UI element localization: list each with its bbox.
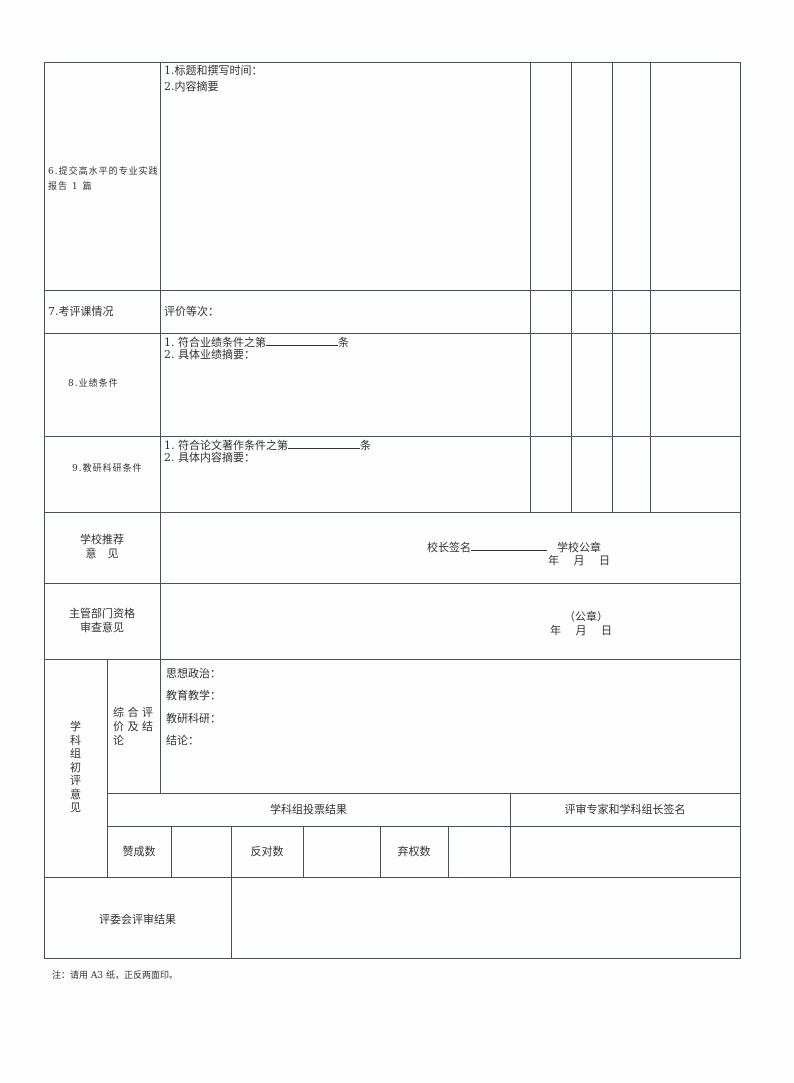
row6-label-1: 6.提交高水平的专业实践 bbox=[48, 167, 159, 177]
row7-content: 评价等次： bbox=[164, 305, 219, 318]
col-divider bbox=[612, 62, 613, 512]
row7-label: 7.考评课情况 bbox=[48, 305, 114, 318]
row8-item1: 1. 符合业绩条件之第 bbox=[164, 336, 266, 349]
footnote: 注：请用 A3 纸，正反两面印。 bbox=[52, 971, 178, 981]
table-border-left bbox=[44, 62, 45, 959]
row-divider bbox=[44, 436, 741, 437]
group-sublabel-3: 论 bbox=[113, 734, 124, 747]
col-divider bbox=[171, 826, 172, 877]
vote-header: 学科组投票结果 bbox=[270, 803, 347, 816]
school-label-1: 学校推荐 bbox=[80, 533, 124, 546]
row6-item2: 2.内容摘要 bbox=[164, 80, 219, 93]
row-divider bbox=[44, 512, 741, 513]
col-divider bbox=[107, 659, 108, 877]
oppose-label: 反对数 bbox=[250, 845, 284, 858]
col-divider bbox=[448, 826, 449, 877]
row6-item1: 1.标题和撰写时间： bbox=[164, 64, 263, 77]
eval-politics: 思想政治： bbox=[166, 667, 221, 680]
row9-item2: 2. 具体内容摘要： bbox=[164, 451, 255, 464]
row-divider bbox=[44, 333, 741, 334]
table-border-right bbox=[740, 62, 741, 959]
approve-label: 赞成数 bbox=[122, 845, 156, 858]
dept-seal: （公章） bbox=[564, 610, 608, 623]
row9-label: 9.教研科研条件 bbox=[72, 464, 143, 474]
row-divider bbox=[107, 793, 741, 794]
group-label: 学科组初评意见 bbox=[70, 720, 81, 814]
school-date: 年 月 日 bbox=[548, 554, 610, 567]
group-sublabel-2: 价 及 结 bbox=[113, 720, 153, 733]
principal-signature-field[interactable] bbox=[471, 540, 547, 551]
col-divider bbox=[530, 62, 531, 512]
table-border-bottom bbox=[44, 958, 741, 959]
school-seal-label: 学校公章 bbox=[557, 541, 601, 554]
row8-item1-suffix: 条 bbox=[338, 336, 349, 349]
row-divider bbox=[44, 583, 741, 584]
row9-item1: 1. 符合论文著作条件之第 bbox=[164, 439, 288, 452]
row8-item2: 2. 具体业绩摘要： bbox=[164, 348, 255, 361]
col-divider bbox=[571, 62, 572, 512]
dept-label-1: 主管部门资格 bbox=[69, 607, 135, 620]
row8-blank[interactable] bbox=[266, 335, 338, 346]
principal-signature-label: 校长签名 bbox=[427, 541, 471, 554]
row9-blank[interactable] bbox=[288, 438, 360, 449]
col-divider bbox=[650, 62, 651, 512]
eval-teaching: 教育教学： bbox=[166, 689, 221, 702]
col-divider bbox=[231, 826, 232, 958]
eval-research: 教研科研： bbox=[166, 712, 221, 725]
row-divider bbox=[44, 877, 741, 878]
col-divider bbox=[380, 826, 381, 877]
col-divider bbox=[303, 826, 304, 877]
row-divider bbox=[44, 659, 741, 660]
col-divider bbox=[160, 62, 161, 794]
sign-header: 评审专家和学科组长签名 bbox=[564, 803, 686, 816]
dept-label-2: 审查意见 bbox=[80, 621, 124, 634]
abstain-label: 弃权数 bbox=[397, 845, 431, 858]
dept-date: 年 月 日 bbox=[550, 624, 612, 637]
row6-label-2: 报告 1 篇 bbox=[48, 182, 93, 192]
eval-conclusion: 结论： bbox=[166, 734, 199, 747]
row-divider bbox=[44, 290, 741, 291]
school-label-2: 意 见 bbox=[85, 547, 119, 560]
row-divider bbox=[107, 826, 741, 827]
row9-item1-suffix: 条 bbox=[360, 439, 371, 452]
col-divider bbox=[510, 793, 511, 877]
table-border-top bbox=[44, 62, 741, 63]
committee-label: 评委会评审结果 bbox=[99, 913, 176, 926]
row8-label: 8.业绩条件 bbox=[68, 379, 119, 389]
group-sublabel-1: 综 合 评 bbox=[113, 706, 153, 719]
